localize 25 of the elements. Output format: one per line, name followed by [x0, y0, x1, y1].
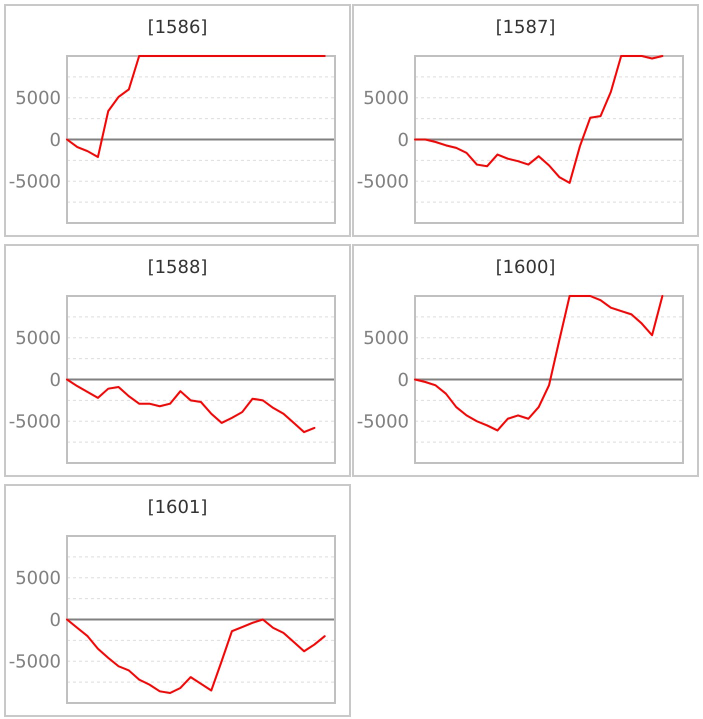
- chart-title: [1601]: [148, 497, 208, 518]
- chart-title: [1586]: [148, 17, 208, 38]
- y-tick-label: 0: [50, 130, 61, 151]
- y-tick-label: 5000: [15, 328, 61, 350]
- line-series: [414, 295, 664, 432]
- y-tick-label: -5000: [8, 652, 61, 673]
- y-tick-label: 5000: [363, 88, 409, 110]
- y-tick-label: 0: [398, 130, 409, 151]
- line-series: [66, 618, 326, 694]
- line-series: [66, 55, 326, 158]
- line-series: [414, 55, 664, 184]
- y-tick-label: 5000: [363, 328, 409, 350]
- y-tick-label: 0: [50, 370, 61, 391]
- y-tick-label: -5000: [356, 412, 409, 433]
- y-tick-label: 5000: [15, 568, 61, 590]
- y-tick-label: 0: [50, 610, 61, 631]
- y-tick-label: -5000: [8, 172, 61, 193]
- y-tick-label: -5000: [8, 412, 61, 433]
- y-tick-label: 0: [398, 370, 409, 391]
- chart-title: [1587]: [496, 17, 556, 38]
- chart-title: [1588]: [148, 257, 208, 278]
- y-tick-label: 5000: [15, 88, 61, 110]
- y-tick-label: -5000: [356, 172, 409, 193]
- line-series: [66, 378, 316, 434]
- chart-title: [1600]: [496, 257, 556, 278]
